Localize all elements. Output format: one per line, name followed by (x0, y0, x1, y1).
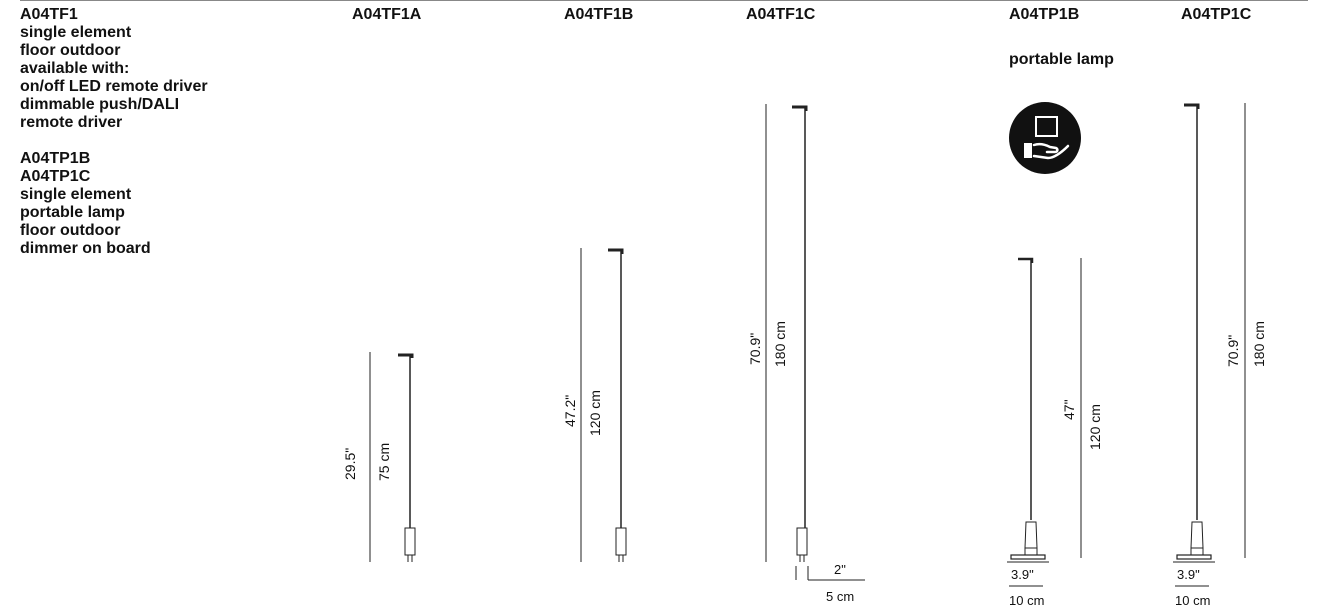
product-code-a04tp1c: A04TP1C (1181, 6, 1252, 23)
desc-line: dimmer on board (20, 240, 151, 257)
base-cm-label: 10 cm (1175, 593, 1211, 608)
base-cm-label: 10 cm (1009, 593, 1045, 608)
product-code-a04tp1b: A04TP1B (1009, 6, 1080, 23)
base-cm-label: 5 cm (826, 589, 855, 604)
portable-lamp-subtitle: portable lamp (1009, 51, 1114, 68)
product-code-a04tf1b: A04TF1B (564, 6, 634, 23)
height-cm-label: 75 cm (376, 442, 392, 481)
base-inch-label: 3.9" (1177, 567, 1200, 582)
desc-line: portable lamp (20, 204, 125, 221)
product-description: A04TF1 single element floor outdoor avai… (20, 6, 320, 258)
height-inch-label: 70.9" (747, 332, 763, 365)
height-inch-label: 47" (1061, 399, 1077, 420)
desc-line: A04TP1C (20, 168, 91, 185)
desc-line: A04TF1 (20, 6, 78, 23)
lamp-a04tf1c (792, 105, 865, 581)
height-cm-label: 120 cm (1087, 404, 1103, 450)
lamp-a04tf1a (398, 353, 416, 562)
lamp-a04tf1b (608, 248, 627, 562)
lamp-a04tp1c (1173, 103, 1215, 587)
desc-line: dimmable push/DALI (20, 96, 180, 113)
desc-line: remote driver (20, 114, 123, 131)
height-cm-label: 180 cm (1251, 321, 1267, 367)
height-inch-label: 70.9" (1225, 334, 1241, 367)
base-inch-label: 2" (834, 562, 846, 577)
desc-line: A04TP1B (20, 150, 91, 167)
desc-line: available with: (20, 60, 130, 77)
product-code-a04tf1a: A04TF1A (352, 6, 422, 23)
hand-carry-icon (1009, 102, 1081, 174)
top-divider (20, 0, 1308, 1)
desc-line: floor outdoor (20, 42, 121, 59)
height-inch-label: 47.2" (562, 394, 578, 427)
height-inch-label: 29.5" (342, 447, 358, 480)
desc-line: floor outdoor (20, 222, 121, 239)
base-inch-label: 3.9" (1011, 567, 1034, 582)
lamp-a04tp1b (1007, 257, 1049, 587)
height-cm-label: 180 cm (772, 321, 788, 367)
height-cm-label: 120 cm (587, 390, 603, 436)
desc-line: single element (20, 186, 132, 203)
desc-line: single element (20, 24, 132, 41)
product-code-a04tf1c: A04TF1C (746, 6, 816, 23)
desc-line: on/off LED remote driver (20, 78, 208, 95)
